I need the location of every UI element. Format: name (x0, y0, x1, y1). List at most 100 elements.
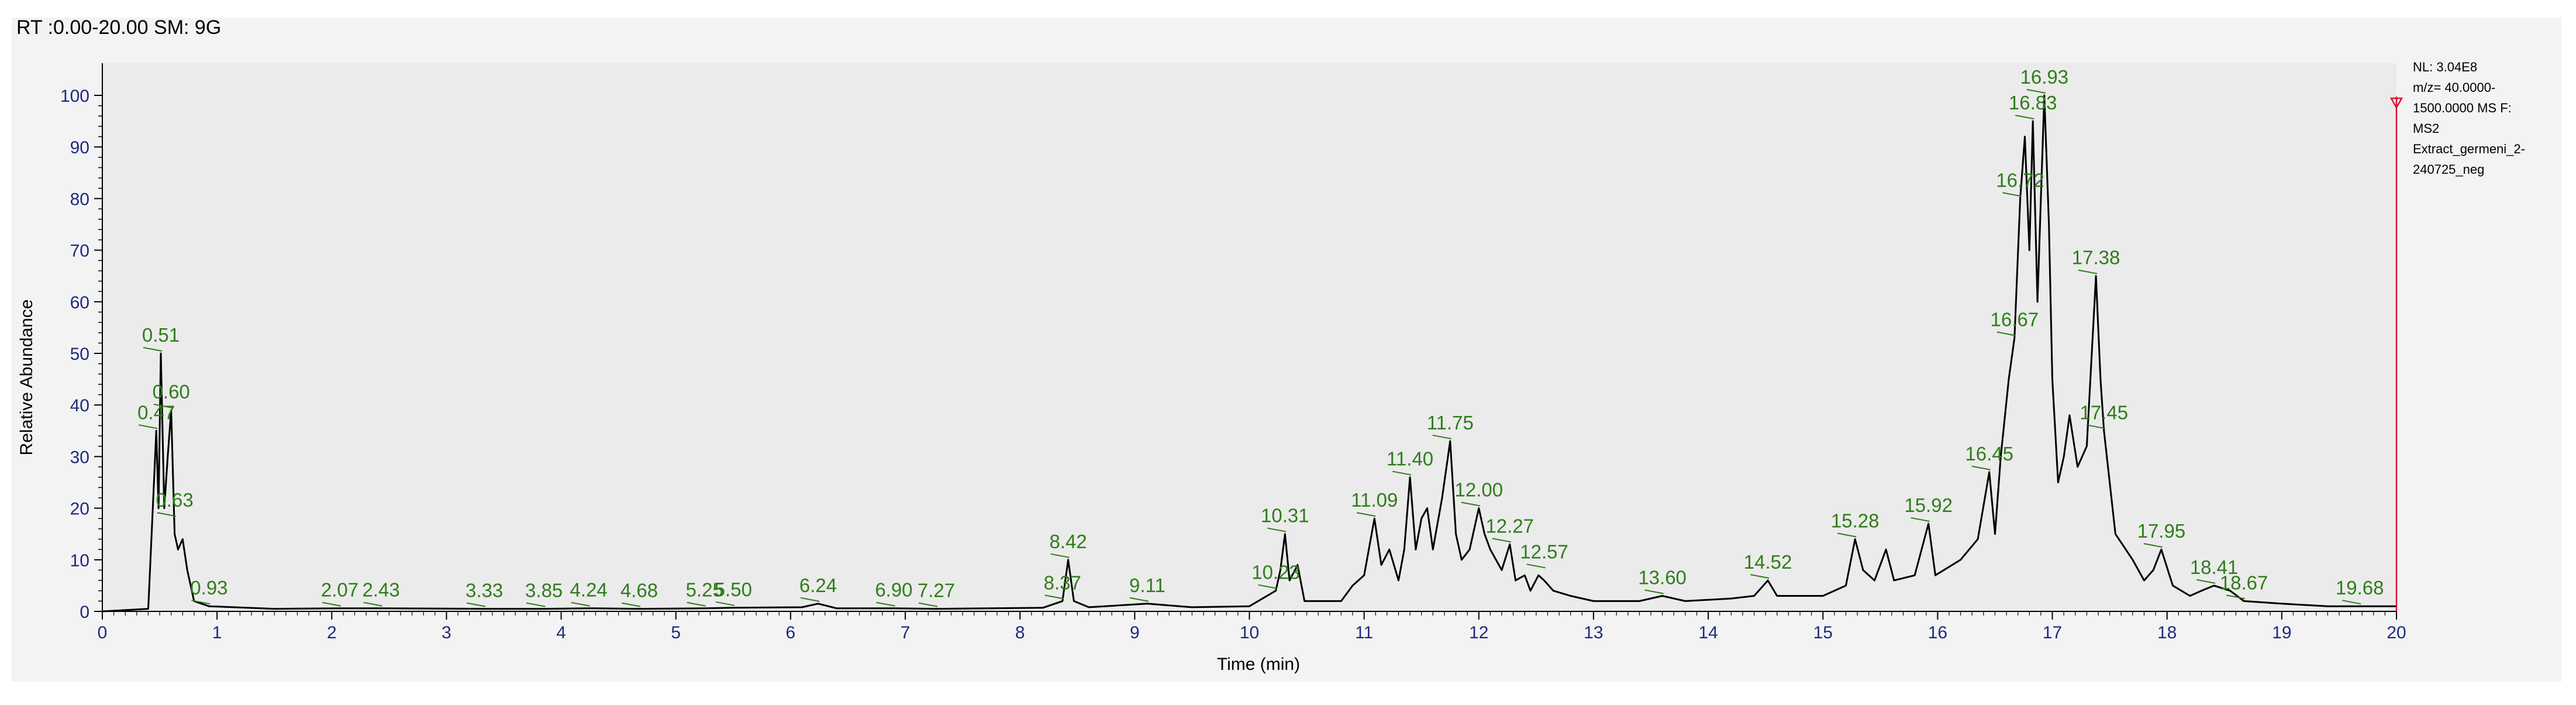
peak-leader (1461, 501, 1480, 507)
peak-leader (2078, 269, 2098, 274)
x-tick-label: 8 (1015, 623, 1025, 642)
peak-label: 10.31 (1261, 505, 1309, 527)
x-tick-label: 19 (2272, 623, 2291, 642)
y-tick-label: 20 (70, 500, 89, 519)
peak-label: 0.63 (156, 489, 193, 511)
x-tick-label: 10 (1240, 623, 1259, 642)
y-tick-label: 80 (70, 190, 89, 209)
y-tick-label: 100 (60, 87, 89, 106)
x-tick-label: 7 (901, 623, 911, 642)
peak-leader (1750, 574, 1770, 579)
peak-label: 2.43 (363, 579, 400, 601)
peak-label: 9.11 (1129, 575, 1165, 596)
y-tick-label: 90 (70, 138, 89, 157)
side-note-line: Extract_germeni_2- (2413, 142, 2525, 156)
peak-label: 3.33 (465, 580, 503, 601)
peak-leader (1837, 532, 1857, 538)
peak-label: 17.95 (2137, 520, 2186, 542)
peak-leader (1644, 589, 1664, 594)
peak-label: 7.27 (918, 580, 955, 601)
y-tick-label: 60 (70, 293, 89, 312)
peak-leader (800, 597, 820, 602)
peak-label: 16.93 (2020, 66, 2069, 88)
x-tick-label: 11 (1355, 623, 1373, 642)
peak-leader (2026, 89, 2046, 94)
y-tick-label: 40 (70, 396, 89, 415)
peak-label: 6.90 (875, 579, 912, 601)
peak-leader (1392, 470, 1412, 476)
peak-leader (2226, 594, 2246, 600)
peak-leader (2342, 600, 2361, 605)
header-text: RT :0.00-20.00 SM: 9G (16, 16, 221, 39)
peak-label: 10.23 (1251, 562, 1300, 583)
peak-leader (1432, 434, 1451, 439)
y-axis-title: Relative Abundance (17, 300, 36, 456)
peak-leader (687, 601, 706, 607)
peak-label: 15.28 (1831, 510, 1880, 532)
peak-leader (157, 512, 176, 517)
peak-leader (1050, 553, 1070, 558)
x-tick-label: 12 (1469, 623, 1488, 642)
peak-leader (363, 601, 382, 607)
peak-leader (1971, 465, 1991, 470)
peak-leader (1996, 331, 2016, 336)
peak-label: 16.67 (1991, 309, 2039, 331)
peak-leader (143, 347, 163, 352)
x-tick-label: 2 (327, 623, 337, 642)
peak-leader (1129, 597, 1149, 602)
peak-leader (715, 601, 735, 606)
peak-leader (621, 602, 641, 607)
side-note-line: NL: 3.04E8 (2413, 60, 2477, 74)
y-tick-label: 10 (70, 551, 89, 570)
peak-leader (2015, 115, 2034, 120)
peak-leader (1267, 527, 1287, 532)
peak-label: 4.24 (570, 579, 608, 601)
peak-leader (1357, 512, 1376, 517)
plot-area (102, 63, 2396, 611)
x-tick-label: 3 (442, 623, 451, 642)
peak-label: 17.38 (2072, 247, 2120, 269)
peak-label: 0.51 (142, 324, 180, 346)
peak-label: 0.93 (190, 577, 227, 599)
x-axis-title: Time (min) (1217, 655, 1300, 674)
x-tick-label: 4 (556, 623, 566, 642)
peak-label: 6.24 (799, 575, 837, 596)
peak-label: 16.83 (2009, 92, 2057, 114)
peak-label: 14.52 (1744, 551, 1792, 573)
peak-label: 0.60 (153, 381, 190, 403)
peak-label: 15.92 (1904, 494, 1953, 516)
x-tick-label: 6 (786, 623, 796, 642)
peak-leader (2196, 579, 2216, 584)
x-tick-label: 5 (671, 623, 681, 642)
side-note-line: MS2 (2413, 121, 2439, 136)
peak-leader (139, 424, 158, 429)
x-tick-label: 20 (2387, 623, 2406, 642)
x-tick-label: 17 (2043, 623, 2062, 642)
peak-leader (153, 404, 173, 409)
y-tick-label: 0 (80, 603, 89, 622)
y-tick-label: 50 (70, 345, 89, 364)
side-note-line: m/z= 40.0000- (2413, 80, 2495, 95)
peak-label: 18.67 (2220, 572, 2268, 593)
peak-leader (1492, 538, 1511, 543)
peak-label: 16.72 (1996, 169, 2044, 191)
peak-label: 18.41 (2190, 556, 2239, 578)
marker-triangle (2389, 97, 2403, 109)
peak-leader (1044, 594, 1064, 600)
peak-leader (2143, 543, 2163, 548)
x-tick-label: 16 (1928, 623, 1947, 642)
peak-leader (876, 601, 895, 607)
side-note-line: 240725_neg (2413, 162, 2484, 177)
peak-label: 4.68 (620, 580, 658, 601)
peak-label: 11.75 (1427, 412, 1474, 434)
peak-leader (918, 602, 938, 607)
peak-label: 17.45 (2080, 401, 2129, 423)
x-tick-label: 0 (98, 623, 108, 642)
peak-leader (191, 600, 211, 605)
x-tick-label: 9 (1130, 623, 1140, 642)
peak-leader (526, 602, 546, 607)
peak-leader (2086, 424, 2106, 429)
